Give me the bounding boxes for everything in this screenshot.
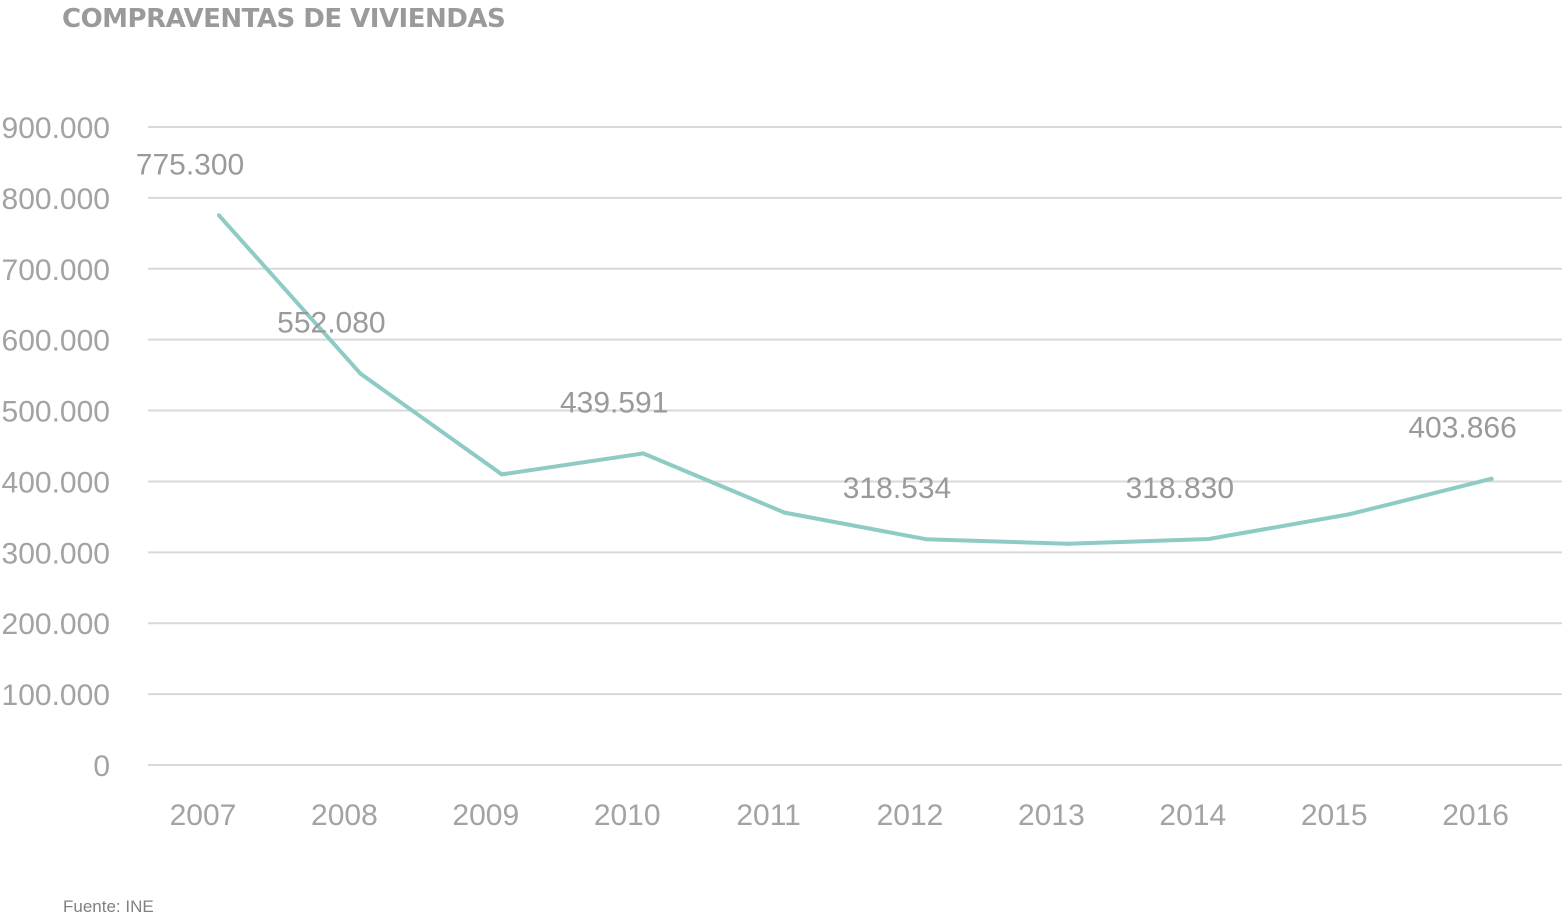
- x-tick-label: 2016: [1442, 799, 1509, 832]
- data-point: [1206, 536, 1211, 541]
- x-tick-label: 2013: [1018, 799, 1085, 832]
- data-point: [924, 537, 928, 542]
- y-tick-label: 200.000: [2, 608, 110, 641]
- data-point: [217, 213, 221, 218]
- data-label: 318.534: [843, 472, 951, 505]
- x-axis-ticks: 2007 2008 2009 2010 2011 2012 2013 2014 2015 2016: [170, 799, 1509, 832]
- data-point: [499, 472, 504, 477]
- x-tick-label: 2009: [452, 799, 519, 832]
- data-label: 775.300: [136, 148, 244, 181]
- data-label: 403.866: [1408, 412, 1516, 445]
- data-point: [782, 510, 787, 515]
- data-point: [1348, 512, 1353, 517]
- y-axis-ticks: 0 100.000 200.000 300.000 400.000 500.000 600.…: [2, 112, 110, 783]
- data-label: 318.830: [1126, 472, 1234, 505]
- data-point: [358, 371, 363, 376]
- data-point: [1065, 541, 1070, 546]
- source-note: Fuente: INE: [63, 897, 154, 916]
- x-tick-label: 2015: [1301, 799, 1368, 832]
- y-tick-label: 100.000: [2, 679, 110, 712]
- data-point: [1489, 476, 1494, 481]
- y-tick-label: 300.000: [2, 537, 110, 570]
- data-label: 552.080: [277, 307, 385, 340]
- y-tick-label: 900.000: [2, 112, 110, 145]
- data-point: [641, 451, 646, 456]
- series-line-0: [217, 213, 1494, 546]
- y-tick-label: 0: [93, 750, 110, 783]
- data-labels: 775.300 552.080 439.591 318.534 318.830 403.8…: [136, 148, 1517, 505]
- y-tick-label: 500.000: [2, 396, 110, 429]
- chart-title: COMPRAVENTAS DE VIVIENDAS: [62, 4, 506, 34]
- x-tick-label: 2010: [594, 799, 661, 832]
- x-tick-label: 2008: [311, 799, 378, 832]
- data-label: 439.591: [560, 386, 668, 419]
- y-tick-label: 400.000: [2, 466, 110, 499]
- x-tick-label: 2014: [1159, 799, 1226, 832]
- y-tick-label: 800.000: [2, 183, 110, 216]
- x-tick-label: 2007: [170, 799, 237, 832]
- y-tick-label: 600.000: [2, 325, 110, 358]
- grid-lines: [148, 126, 1562, 766]
- x-tick-label: 2012: [877, 799, 944, 832]
- series-layer: [217, 213, 1494, 546]
- x-tick-label: 2011: [736, 799, 801, 832]
- y-tick-label: 700.000: [2, 254, 110, 287]
